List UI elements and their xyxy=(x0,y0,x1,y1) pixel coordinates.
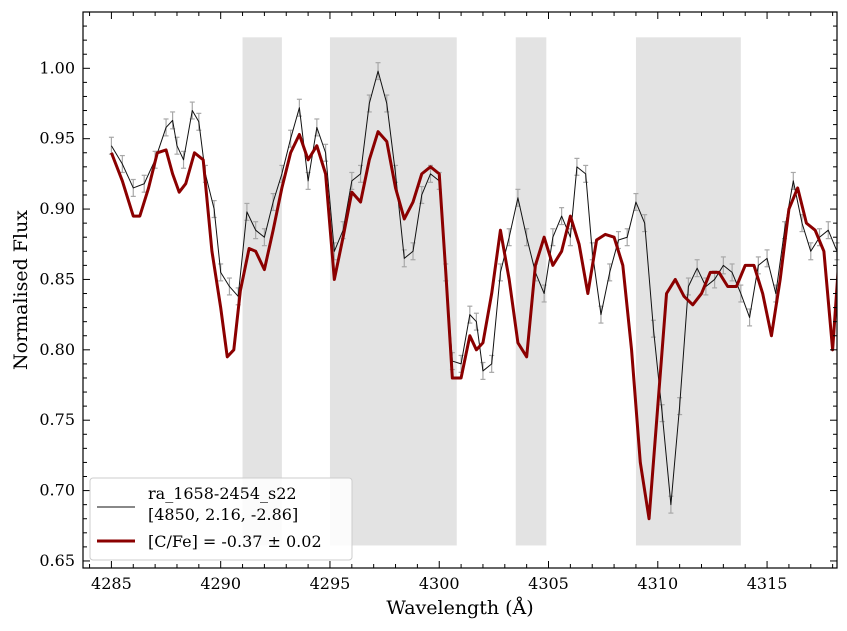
x-tick-label: 4310 xyxy=(637,574,678,593)
x-tick-label: 4295 xyxy=(310,574,351,593)
shaded-region-2 xyxy=(329,37,457,546)
shaded-region-1 xyxy=(242,37,282,546)
x-tick-label: 4315 xyxy=(747,574,788,593)
axis-ticks: 4285 4290 4295 4300 4305 4310 4315 0.65 0.70 0.75… xyxy=(39,11,837,593)
legend-label-model: [C/Fe] = -0.37 ± 0.02 xyxy=(148,532,322,551)
y-tick-label: 0.65 xyxy=(39,551,75,570)
series-lines xyxy=(110,70,837,521)
shaded-region-3 xyxy=(515,37,547,546)
legend-label-observed: ra_1658-2454_s22 xyxy=(148,484,297,503)
legend-box xyxy=(89,477,353,561)
legend-sublabel-observed: [4850, 2.16, -2.86] xyxy=(148,505,298,524)
y-tick-label: 0.95 xyxy=(39,129,75,148)
x-axis-title: Wavelength (Å) xyxy=(386,597,533,619)
y-tick-label: 0.90 xyxy=(39,199,75,218)
plot-frame xyxy=(82,11,838,569)
y-tick-label: 1.00 xyxy=(39,58,75,77)
y-tick-label: 0.80 xyxy=(39,340,75,359)
y-tick-label: 0.70 xyxy=(39,481,75,500)
y-tick-label: 0.85 xyxy=(39,269,75,288)
model-spectrum-line xyxy=(110,130,837,521)
x-tick-label: 4285 xyxy=(91,574,132,593)
legend: ra_1658-2454_s22 [4850, 2.16, -2.86] [C/… xyxy=(89,477,353,561)
y-axis-title: Normalised Flux xyxy=(10,210,32,370)
x-tick-label: 4300 xyxy=(419,574,460,593)
x-tick-label: 4305 xyxy=(528,574,569,593)
y-tick-label: 0.75 xyxy=(39,410,75,429)
x-tick-label: 4290 xyxy=(200,574,241,593)
